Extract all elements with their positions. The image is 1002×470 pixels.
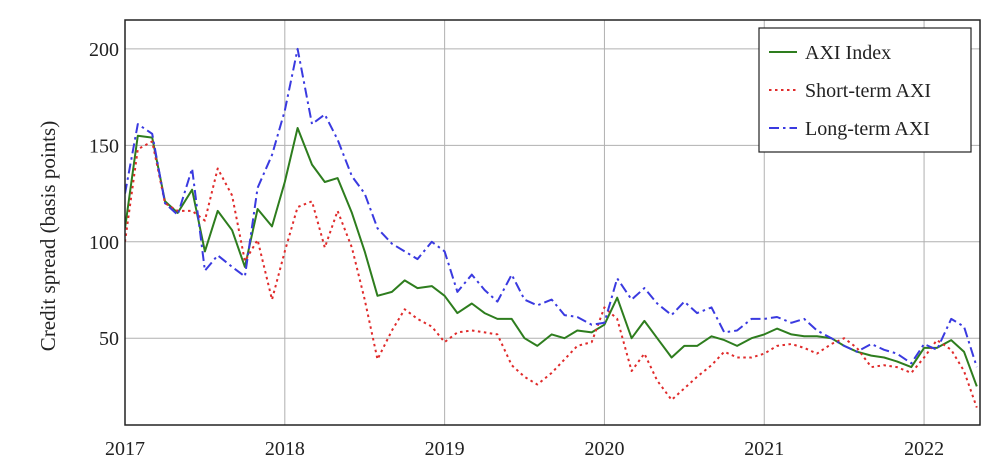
- x-axis: 2017 2018 2019 2020 2021 2022: [105, 438, 944, 460]
- x-tick-label: 2021: [744, 438, 784, 460]
- plot-frame: [124, 19, 981, 426]
- series-line-short-term-axi: [125, 140, 978, 408]
- x-tick-label: 2019: [425, 438, 465, 460]
- legend-label-short-term-axi: Short-term AXI: [805, 80, 931, 102]
- x-tick-label: 2018: [265, 438, 305, 460]
- legend-label-axi-index: AXI Index: [805, 42, 891, 64]
- x-tick-label: 2017: [105, 438, 145, 460]
- y-axis: 50 100 150 200: [89, 39, 119, 350]
- legend: AXI Index Short-term AXI Long-term AXI: [758, 27, 972, 153]
- x-tick-label: 2022: [904, 438, 944, 460]
- y-tick-label: 150: [89, 135, 119, 157]
- series-line-axi-index: [125, 127, 978, 387]
- y-axis-label: Credit spread (basis points): [36, 121, 60, 351]
- y-tick-label: 200: [89, 39, 119, 61]
- legend-label-long-term-axi: Long-term AXI: [805, 118, 930, 140]
- series-lines: [125, 47, 978, 408]
- y-tick-label: 50: [99, 328, 119, 350]
- y-tick-label: 100: [89, 232, 119, 254]
- series-line-long-term-axi: [125, 47, 978, 368]
- x-tick-label: 2020: [584, 438, 624, 460]
